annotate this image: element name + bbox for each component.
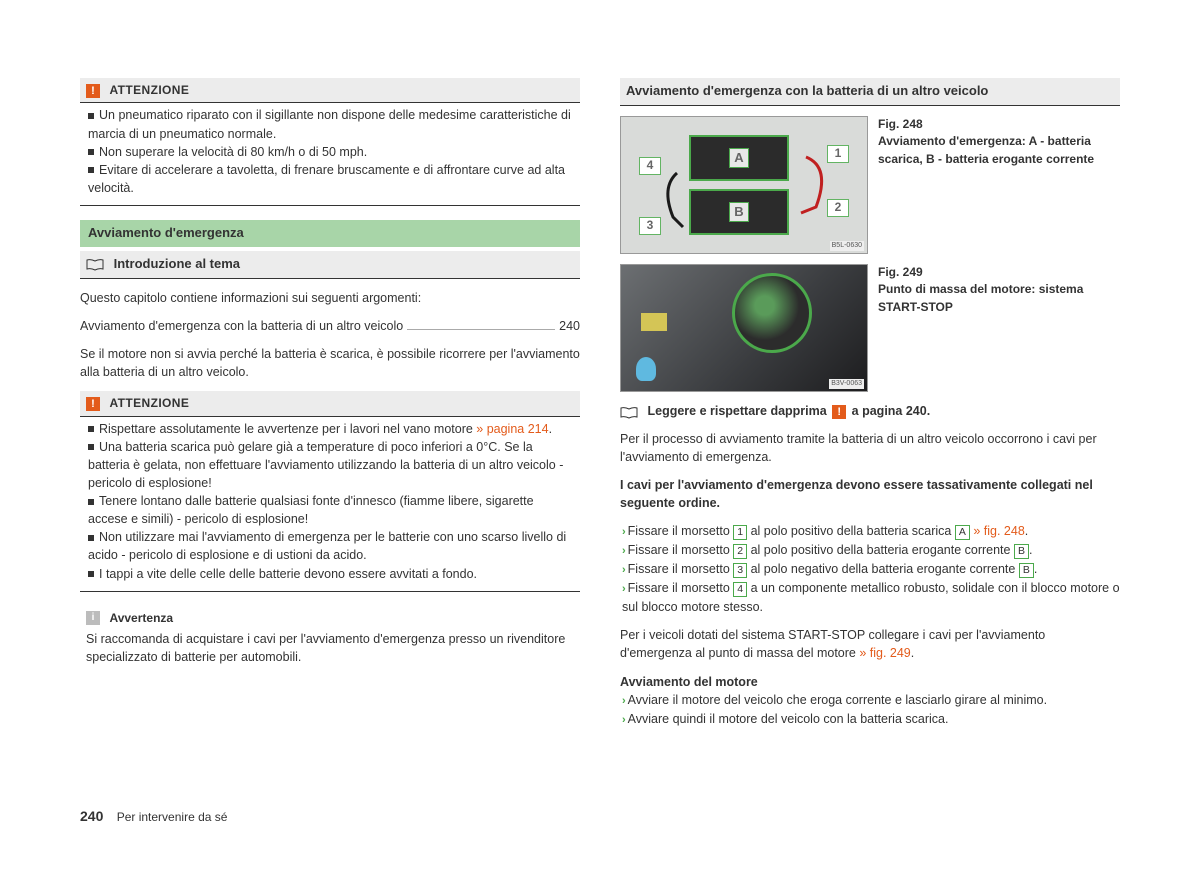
- warning-box-2-body: Rispettare assolutamente le avvertenze p…: [80, 420, 580, 592]
- section-heading-green: Avviamento d'emergenza: [80, 220, 580, 247]
- bold-subheading: Avviamento del motore: [620, 673, 1120, 691]
- book-icon: [86, 258, 104, 270]
- bold-paragraph: I cavi per l'avviamento d'emergenza devo…: [620, 476, 1120, 512]
- warn2-item: Non utilizzare mai l'avviamento di emerg…: [88, 530, 566, 562]
- book-icon: [620, 406, 638, 418]
- footer-label: Per intervenire da sé: [117, 810, 228, 824]
- warn1-item: Evitare di accelerare a tavoletta, di fr…: [88, 163, 565, 195]
- paragraph: Per i veicoli dotati del sistema START-S…: [620, 626, 1120, 662]
- warn2-item: I tappi a vite delle celle delle batteri…: [99, 567, 477, 581]
- warning-icon: !: [86, 84, 100, 98]
- warn2-item: Rispettare assolutamente le avvertenze p…: [99, 422, 476, 436]
- toc-entry: Avviamento d'emergenza con la batteria d…: [80, 317, 580, 335]
- intro-title: Introduzione al tema: [114, 256, 240, 271]
- figure-248: A B 1 2 3 4 B5L-0630 Fig. 248 Avviamento…: [620, 116, 1120, 254]
- right-column: Avviamento d'emergenza con la batteria d…: [620, 78, 1120, 729]
- warning-title: ATTENZIONE: [109, 83, 189, 97]
- paragraph: Per il processo di avviamento tramite la…: [620, 430, 1120, 466]
- page-link[interactable]: » pagina 214: [476, 422, 548, 436]
- figure-249: B3V-0063 Fig. 249 Punto di massa del mot…: [620, 264, 1120, 392]
- figure-248-caption: Fig. 248 Avviamento d'emergenza: A - bat…: [878, 116, 1120, 254]
- fig-link[interactable]: » fig. 249: [859, 646, 910, 660]
- page-footer: 240 Per intervenire da sé: [80, 806, 227, 826]
- warning-box-2-header: ! ATTENZIONE: [80, 391, 580, 416]
- image-code: B3V-0063: [829, 379, 864, 389]
- toc-page: 240: [559, 317, 580, 335]
- motor-steps: ›Avviare il motore del veicolo che eroga…: [620, 691, 1120, 729]
- warning-icon: !: [86, 397, 100, 411]
- info-text: Si raccomanda di acquistare i cavi per l…: [80, 630, 580, 672]
- figure-249-caption: Fig. 249 Punto di massa del motore: sist…: [878, 264, 1120, 392]
- figure-249-image: B3V-0063: [620, 264, 868, 392]
- warn1-item: Un pneumatico riparato con il sigillante…: [88, 108, 571, 140]
- info-title: Avvertenza: [109, 611, 173, 625]
- intro-paragraph: Questo capitolo contiene informazioni su…: [80, 289, 580, 307]
- left-column: ! ATTENZIONE Un pneumatico riparato con …: [80, 78, 580, 729]
- warn2-item: Tenere lontano dalle batterie qualsiasi …: [88, 494, 534, 526]
- warn1-item: Non superare la velocità di 80 km/h o di…: [99, 145, 367, 159]
- fig-link[interactable]: » fig. 248: [970, 524, 1025, 538]
- warning-box-1-body: Un pneumatico riparato con il sigillante…: [80, 106, 580, 206]
- warning-icon: !: [832, 405, 846, 419]
- info-icon: i: [86, 611, 100, 625]
- steps-list: ›Fissare il morsetto 1 al polo positivo …: [620, 522, 1120, 616]
- info-box: i Avvertenza Si raccomanda di acquistare…: [80, 606, 580, 673]
- page-number: 240: [80, 808, 103, 824]
- section-heading-grey: Avviamento d'emergenza con la batteria d…: [620, 78, 1120, 106]
- figure-248-image: A B 1 2 3 4 B5L-0630: [620, 116, 868, 254]
- image-code: B5L-0630: [830, 241, 864, 251]
- section-heading-grey: Introduzione al tema: [80, 251, 580, 279]
- read-first-line: Leggere e rispettare dapprima ! a pagina…: [620, 402, 1120, 420]
- warn2-item: Una batteria scarica può gelare già a te…: [88, 440, 563, 490]
- paragraph: Se il motore non si avvia perché la batt…: [80, 345, 580, 381]
- toc-text: Avviamento d'emergenza con la batteria d…: [80, 317, 403, 335]
- warning-box-1-header: ! ATTENZIONE: [80, 78, 580, 103]
- warning-title: ATTENZIONE: [109, 396, 189, 410]
